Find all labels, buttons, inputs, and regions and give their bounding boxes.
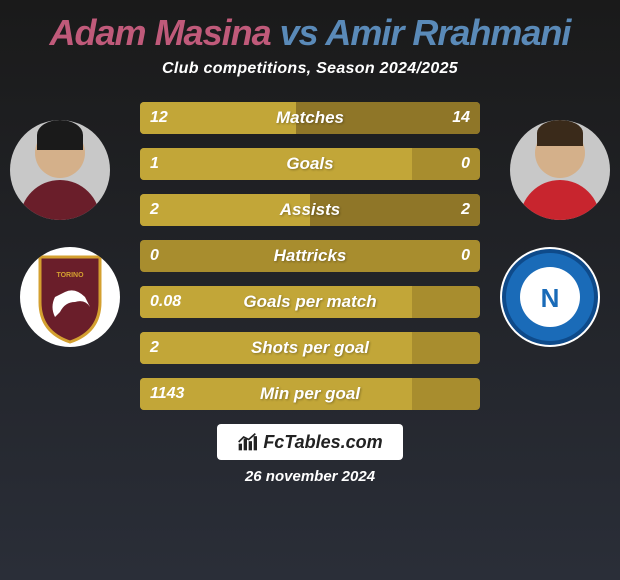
stat-value-right: 0 (461, 148, 470, 180)
stat-row: 1Goals0 (140, 148, 480, 180)
chart-icon (237, 432, 257, 452)
torino-crest-icon: TORINO (20, 247, 120, 347)
stat-label: Goals per match (140, 286, 480, 318)
stat-label: Shots per goal (140, 332, 480, 364)
player1-avatar (10, 120, 110, 220)
stat-row: 12Matches14 (140, 102, 480, 134)
stat-value-right: 0 (461, 240, 470, 272)
svg-text:N: N (541, 283, 560, 313)
stat-row: 1143Min per goal (140, 378, 480, 410)
player2-club-crest: N (500, 247, 600, 347)
brand-logo: FcTables.com (217, 424, 403, 460)
player1-club-crest: TORINO (20, 247, 120, 347)
avatar-body-icon (520, 180, 600, 220)
stat-label: Hattricks (140, 240, 480, 272)
brand-text: FcTables.com (263, 432, 382, 453)
stat-value-right: 2 (461, 194, 470, 226)
player1-name: Adam Masina (50, 12, 271, 53)
stat-row: 0.08Goals per match (140, 286, 480, 318)
date-text: 26 november 2024 (0, 468, 620, 485)
svg-text:TORINO: TORINO (56, 272, 84, 279)
player2-avatar (510, 120, 610, 220)
stat-bars: 12Matches141Goals02Assists20Hattricks00.… (140, 102, 480, 410)
stat-label: Min per goal (140, 378, 480, 410)
stat-row: 0Hattricks0 (140, 240, 480, 272)
stats-container: TORINO N 12Matches141Goals02Assists20Hat… (0, 102, 620, 410)
stat-label: Matches (140, 102, 480, 134)
napoli-crest-icon: N (500, 247, 600, 347)
avatar-head-icon (535, 128, 585, 178)
stat-value-right: 14 (452, 102, 470, 134)
comparison-title: Adam Masina vs Amir Rrahmani (0, 0, 620, 60)
avatar-body-icon (20, 180, 100, 220)
subtitle: Club competitions, Season 2024/2025 (0, 60, 620, 78)
vs-text: vs (280, 12, 318, 53)
stat-row: 2Assists2 (140, 194, 480, 226)
player2-name: Amir Rrahmani (325, 12, 570, 53)
stat-label: Goals (140, 148, 480, 180)
avatar-head-icon (35, 128, 85, 178)
stat-row: 2Shots per goal (140, 332, 480, 364)
stat-label: Assists (140, 194, 480, 226)
